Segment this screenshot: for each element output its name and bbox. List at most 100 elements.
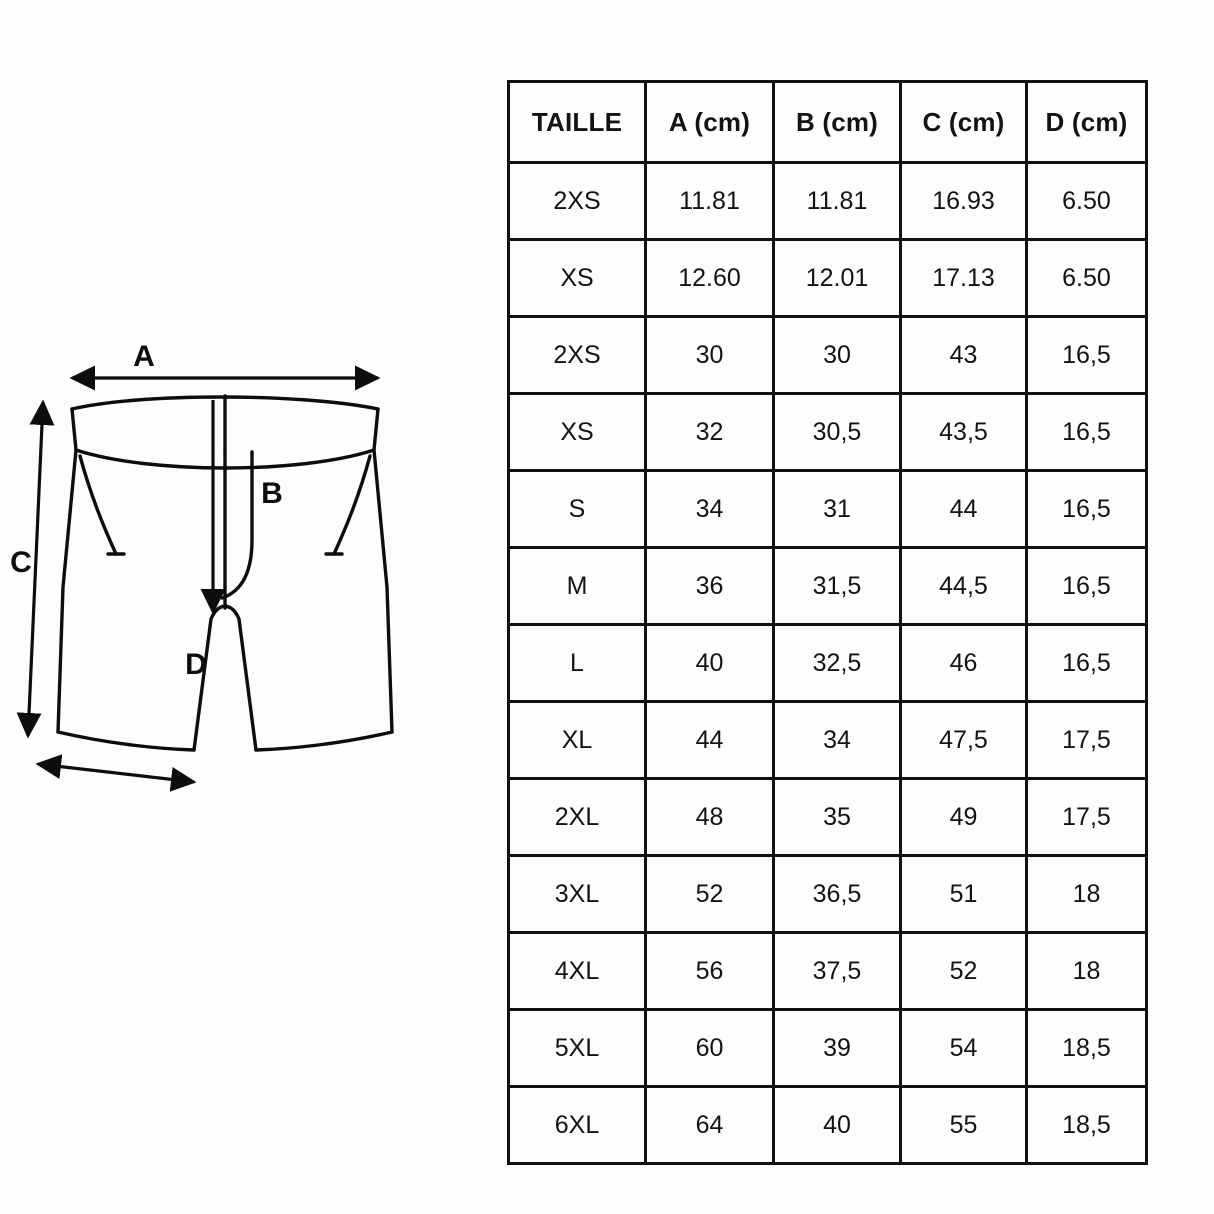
column-header-taille: TAILLE [507, 80, 647, 164]
cell-c: 17.13 [899, 238, 1028, 318]
table-row: 6XL 64 40 55 18,5 [507, 1085, 1148, 1165]
cell-c: 44 [899, 469, 1028, 549]
cell-b: 37,5 [772, 931, 902, 1011]
cell-d: 18,5 [1025, 1085, 1148, 1165]
cell-c: 52 [899, 931, 1028, 1011]
shorts-measurement-diagram: A B C D [0, 340, 490, 830]
table-row: 5XL 60 39 54 18,5 [507, 1008, 1148, 1088]
dimension-arrows [16, 365, 381, 792]
cell-d: 18,5 [1025, 1008, 1148, 1088]
right-hem [254, 730, 394, 752]
cell-a: 40 [644, 623, 775, 703]
cell-b: 35 [772, 777, 902, 857]
cell-size: 4XL [507, 931, 647, 1011]
cell-d: 17,5 [1025, 700, 1148, 780]
cell-b: 32,5 [772, 623, 902, 703]
table-row: 2XS 11.81 11.81 16.93 6.50 [507, 161, 1148, 241]
cell-a: 64 [644, 1085, 775, 1165]
size-chart-table: TAILLE A (cm) B (cm) C (cm) D (cm) 2XS 11… [507, 80, 1148, 1165]
cell-size: 2XL [507, 777, 647, 857]
column-header-b: B (cm) [772, 80, 902, 164]
cell-d: 17,5 [1025, 777, 1148, 857]
cell-c: 55 [899, 1085, 1028, 1165]
cell-size: 2XS [507, 315, 647, 395]
cell-a: 12.60 [644, 238, 775, 318]
cell-d: 6.50 [1025, 238, 1148, 318]
table-row: XS 12.60 12.01 17.13 6.50 [507, 238, 1148, 318]
cell-size: L [507, 623, 647, 703]
cell-a: 52 [644, 854, 775, 934]
cell-c: 49 [899, 777, 1028, 857]
shorts-diagram-svg: A B C D [10, 340, 394, 792]
dimension-label-b: B [261, 477, 283, 510]
table-row: M 36 31,5 44,5 16,5 [507, 546, 1148, 626]
cell-size: 5XL [507, 1008, 647, 1088]
cell-b: 34 [772, 700, 902, 780]
column-header-c: C (cm) [899, 80, 1028, 164]
cell-d: 16,5 [1025, 392, 1148, 472]
cell-b: 31,5 [772, 546, 902, 626]
cell-d: 6.50 [1025, 161, 1148, 241]
dimension-label-d: D [185, 648, 207, 681]
dimension-arrow-d [35, 754, 197, 792]
cell-b: 11.81 [772, 161, 902, 241]
cell-b: 39 [772, 1008, 902, 1088]
cell-c: 43 [899, 315, 1028, 395]
cell-d: 16,5 [1025, 623, 1148, 703]
cell-size: 6XL [507, 1085, 647, 1165]
cell-b: 30,5 [772, 392, 902, 472]
fly-curve [220, 450, 254, 600]
table-row: 2XS 30 30 43 16,5 [507, 315, 1148, 395]
table-row: S 34 31 44 16,5 [507, 469, 1148, 549]
table-row: 3XL 52 36,5 51 18 [507, 854, 1148, 934]
right-pocket-opening [332, 454, 372, 556]
column-header-d: D (cm) [1025, 80, 1148, 164]
cell-d: 18 [1025, 931, 1148, 1011]
table-row: L 40 32,5 46 16,5 [507, 623, 1148, 703]
cell-size: XS [507, 238, 647, 318]
dimension-label-c: C [10, 546, 32, 579]
left-pocket-opening [78, 454, 118, 556]
cell-b: 31 [772, 469, 902, 549]
cell-b: 12.01 [772, 238, 902, 318]
cell-d: 18 [1025, 854, 1148, 934]
table-row: XL 44 34 47,5 17,5 [507, 700, 1148, 780]
left-hem [56, 730, 196, 752]
cell-d: 16,5 [1025, 315, 1148, 395]
cell-d: 16,5 [1025, 546, 1148, 626]
size-chart-body: 2XS 11.81 11.81 16.93 6.50 XS 12.60 12.01 17.13 6… [507, 161, 1148, 1165]
table-row: XS 32 30,5 43,5 16,5 [507, 392, 1148, 472]
right-side-seam [372, 407, 394, 734]
cell-a: 36 [644, 546, 775, 626]
cell-size: XS [507, 392, 647, 472]
cell-c: 43,5 [899, 392, 1028, 472]
waistband-top-edge [70, 395, 380, 411]
shorts-outline [56, 394, 394, 752]
cell-c: 44,5 [899, 546, 1028, 626]
cell-a: 34 [644, 469, 775, 549]
cell-a: 56 [644, 931, 775, 1011]
size-chart-container: TAILLE A (cm) B (cm) C (cm) D (cm) 2XS 11… [507, 80, 1148, 1165]
column-header-a: A (cm) [644, 80, 775, 164]
cell-a: 60 [644, 1008, 775, 1088]
cell-size: S [507, 469, 647, 549]
dimension-label-a: A [133, 340, 155, 373]
cell-size: 2XS [507, 161, 647, 241]
cell-a: 30 [644, 315, 775, 395]
cell-a: 48 [644, 777, 775, 857]
cell-c: 51 [899, 854, 1028, 934]
cell-c: 16.93 [899, 161, 1028, 241]
dimension-arrow-c [16, 399, 55, 739]
cell-b: 40 [772, 1085, 902, 1165]
cell-size: M [507, 546, 647, 626]
cell-b: 36,5 [772, 854, 902, 934]
cell-d: 16,5 [1025, 469, 1148, 549]
cell-a: 32 [644, 392, 775, 472]
size-chart-header: TAILLE A (cm) B (cm) C (cm) D (cm) [507, 80, 1148, 164]
cell-size: 3XL [507, 854, 647, 934]
left-side-seam [56, 407, 78, 734]
cell-a: 11.81 [644, 161, 775, 241]
cell-a: 44 [644, 700, 775, 780]
cell-b: 30 [772, 315, 902, 395]
